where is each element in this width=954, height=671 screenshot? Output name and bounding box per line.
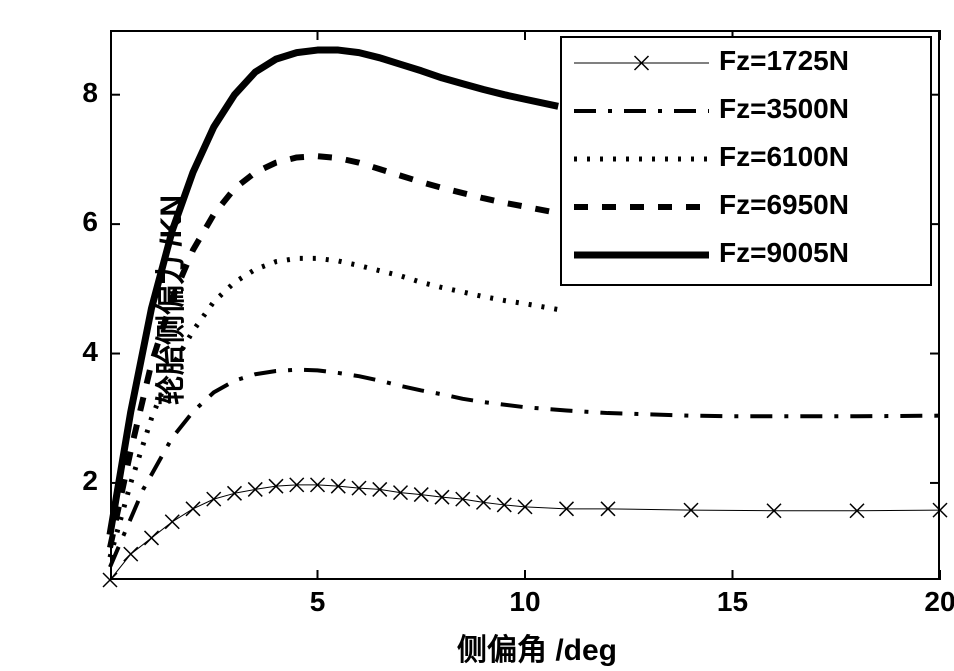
legend-item-label: Fz=6100N [719, 141, 849, 173]
y-axis-label: 轮胎侧偏力 /KN [146, 150, 190, 450]
legend: Fz=1725N Fz=3500N Fz=6100N Fz=6950N Fz=9005N [560, 36, 932, 286]
legend-item-label: Fz=1725N [719, 45, 849, 77]
series-marker-x [103, 573, 117, 587]
x-tick-label: 10 [505, 586, 545, 618]
series-marker-x [124, 547, 138, 561]
x-tick-label: 5 [298, 586, 338, 618]
series-marker-x [228, 486, 242, 500]
series-marker-x [186, 502, 200, 516]
series-marker-x [248, 482, 262, 496]
y-tick-label: 8 [82, 77, 98, 109]
legend-item-label: Fz=6950N [719, 189, 849, 221]
chart-container: 2 4 6 8 5 10 15 20 轮胎侧偏力 /KN 侧偏角 /deg Fz=1725N… [0, 0, 954, 671]
legend-item-label: Fz=3500N [719, 93, 849, 125]
series-line [110, 370, 940, 567]
x-axis-label: 侧偏角 /deg [0, 625, 954, 669]
series-marker-x [165, 515, 179, 529]
series-line [110, 485, 940, 580]
y-tick-label: 6 [82, 206, 98, 238]
y-tick-label: 4 [82, 336, 98, 368]
y-tick-label: 2 [82, 465, 98, 497]
legend-item-label: Fz=9005N [719, 237, 849, 269]
series-marker-x [145, 531, 159, 545]
series-marker-x [477, 495, 491, 509]
x-tick-label: 15 [713, 586, 753, 618]
x-tick-label: 20 [920, 586, 954, 618]
series-marker-x [207, 492, 221, 506]
